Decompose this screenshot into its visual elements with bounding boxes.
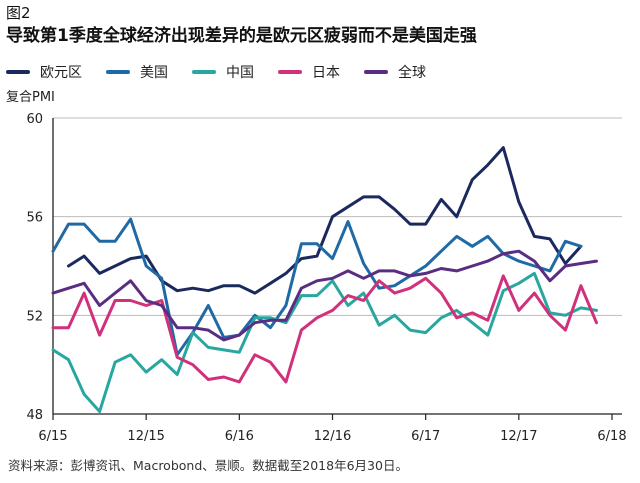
y-axis-label: 复合PMI — [6, 90, 55, 105]
series-line-0 — [67, 146, 583, 295]
y-tick-label: 52 — [26, 309, 43, 324]
x-tick-label: 12/17 — [500, 429, 537, 444]
x-tick-label: 6/16 — [225, 429, 254, 444]
x-tick-label: 12/16 — [314, 429, 351, 444]
legend-item-japan: 日本 — [278, 62, 340, 82]
series-line-4 — [51, 249, 598, 342]
legend-label: 日本 — [312, 65, 340, 81]
series-line-1 — [51, 217, 583, 357]
legend-item-eurozone: 欧元区 — [6, 62, 82, 82]
y-tick-label: 60 — [26, 112, 43, 127]
legend-item-us: 美国 — [106, 62, 168, 82]
chart-legend: 欧元区 美国 中国 日本 全球 — [6, 62, 450, 82]
legend-swatch — [106, 70, 130, 74]
legend-swatch — [6, 70, 30, 74]
series-line-2 — [51, 271, 598, 413]
chart-title: 导致第1季度全球经济出现差异的是欧元区疲弱而不是美国走强 — [6, 26, 477, 46]
legend-item-china: 中国 — [192, 62, 254, 82]
x-tick-label: 6/15 — [38, 429, 67, 444]
y-tick-label: 48 — [26, 408, 43, 423]
legend-swatch — [364, 70, 388, 74]
legend-item-global: 全球 — [364, 62, 426, 82]
source-note: 资料来源：彭博资讯、Macrobond、景顺。数据截至2018年6月30日。 — [8, 458, 408, 473]
figure-label: 图2 — [6, 4, 31, 22]
y-tick-label: 56 — [26, 211, 43, 226]
legend-label: 美国 — [140, 65, 168, 81]
legend-label: 中国 — [226, 65, 254, 81]
legend-label: 欧元区 — [40, 65, 82, 81]
x-tick-label: 6/18 — [597, 429, 626, 444]
x-tick-label: 12/15 — [127, 429, 164, 444]
legend-swatch — [278, 70, 302, 74]
legend-label: 全球 — [398, 65, 426, 81]
series-line-3 — [51, 274, 598, 384]
legend-swatch — [192, 70, 216, 74]
x-tick-label: 6/17 — [411, 429, 440, 444]
